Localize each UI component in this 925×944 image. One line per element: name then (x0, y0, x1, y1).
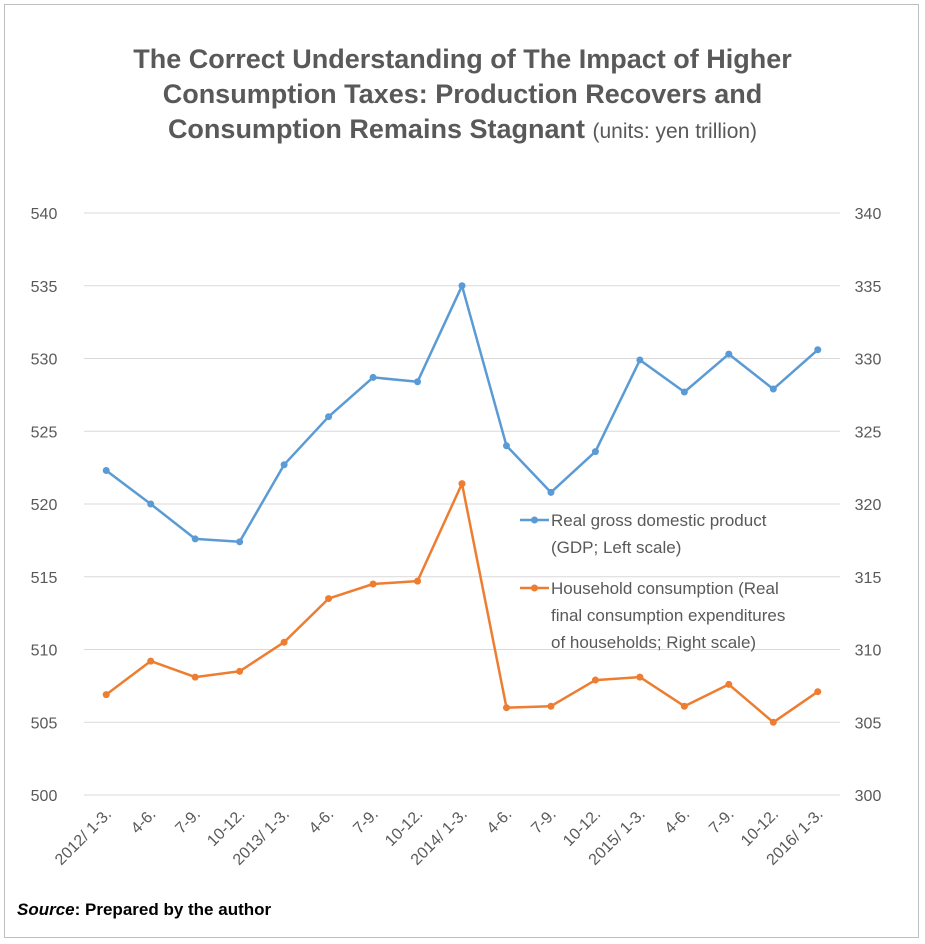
left-tick-label: 500 (31, 788, 58, 805)
right-tick-label: 335 (855, 279, 882, 296)
legend-label-line: Real gross domestic product (551, 511, 767, 530)
x-tick-label: 10-12. (204, 806, 248, 850)
right-tick-label: 305 (855, 715, 882, 732)
data-point (725, 350, 733, 358)
data-point (369, 580, 377, 588)
data-point (680, 388, 688, 396)
data-point (458, 480, 466, 488)
x-tick-label: 10-12. (738, 806, 782, 850)
left-tick-label: 515 (31, 570, 58, 587)
x-tick-label: 10-12. (382, 806, 426, 850)
series-lines (102, 282, 822, 726)
data-point (280, 638, 288, 646)
data-point (636, 356, 644, 364)
data-point (547, 488, 555, 496)
data-point (280, 461, 288, 469)
chart-frame (4, 4, 919, 938)
data-point (725, 680, 733, 688)
data-point (191, 673, 199, 681)
x-tick-label: 7-9. (528, 806, 560, 838)
x-tick-label: 4-6. (662, 806, 694, 838)
x-tick-label: 10-12. (560, 806, 604, 850)
x-tick-label: 4-6. (128, 806, 160, 838)
data-point (458, 282, 466, 290)
data-point (414, 378, 422, 386)
data-point (591, 676, 599, 684)
right-axis-ticks: 300 305 310 315 320 325 330 335 340 (855, 206, 882, 805)
data-point (769, 718, 777, 726)
left-tick-label: 510 (31, 643, 58, 660)
left-tick-label: 505 (31, 715, 58, 732)
data-point (547, 702, 555, 710)
data-point (102, 467, 110, 475)
x-tick-label: 7-9. (350, 806, 382, 838)
data-point (369, 373, 377, 381)
data-point (102, 691, 110, 699)
data-point (680, 702, 688, 710)
right-tick-label: 330 (855, 352, 882, 369)
data-point (814, 688, 822, 696)
x-tick-label: 7-9. (172, 806, 204, 838)
legend-swatch-marker (531, 584, 538, 592)
data-point (325, 595, 333, 603)
x-tick-label: 2012/ 1-3. (52, 806, 115, 869)
data-point (147, 500, 155, 508)
right-tick-label: 315 (855, 570, 882, 587)
data-point (325, 413, 333, 421)
right-tick-label: 320 (855, 497, 882, 514)
series-1 (102, 282, 822, 546)
right-tick-label: 300 (855, 788, 882, 805)
chart-title: The Correct Understanding of The Impact … (0, 42, 925, 149)
legend-item-1: Real gross domestic product (GDP; Left sc… (520, 511, 767, 557)
left-tick-label: 540 (31, 206, 58, 223)
data-point (591, 448, 599, 456)
title-units: (units: yen trillion) (592, 120, 758, 143)
right-tick-label: 340 (855, 206, 882, 223)
data-point (814, 346, 822, 354)
source-label: Source (17, 900, 75, 919)
source-note: Source: Prepared by the author (17, 900, 271, 920)
left-tick-label: 535 (31, 279, 58, 296)
data-point (236, 667, 244, 675)
title-line-2: Consumption Taxes: Production Recovers a… (162, 79, 763, 109)
data-point (191, 535, 199, 543)
x-tick-label: 7-9. (706, 806, 738, 838)
data-point (502, 704, 510, 712)
right-tick-label: 310 (855, 643, 882, 660)
series-2 (102, 480, 822, 726)
data-point (769, 385, 777, 393)
source-text: : Prepared by the author (74, 900, 272, 919)
x-tick-label: 4-6. (484, 806, 516, 838)
left-axis-ticks: 500 505 510 515 520 525 530 535 540 (31, 206, 58, 805)
left-tick-label: 520 (31, 497, 58, 514)
data-point (236, 538, 244, 546)
x-tick-label: 4-6. (306, 806, 338, 838)
data-point (147, 657, 155, 665)
legend-swatch-marker (531, 516, 538, 524)
legend-label-line: (GDP; Left scale) (551, 538, 681, 557)
legend-label-line: final consumption expenditures (551, 606, 785, 625)
title-line-1: The Correct Understanding of The Impact … (133, 44, 792, 74)
series-line (105, 284, 819, 544)
left-tick-label: 525 (31, 424, 58, 441)
legend-item-2: Household consumption (Real final consump… (520, 579, 785, 652)
legend: Real gross domestic product (GDP; Left sc… (520, 511, 785, 652)
legend-label-line: of households; Right scale) (551, 633, 756, 652)
data-point (636, 673, 644, 681)
right-tick-label: 325 (855, 424, 882, 441)
title-line-3: Consumption Remains Stagnant (units: yen… (0, 112, 925, 149)
x-axis-tick-labels: 2012/ 1-3. 4-6. 7-9. 10-12.2013/ 1-3. 4-6. 7-… (52, 806, 827, 869)
title-line-3-text: Consumption Remains Stagnant (167, 114, 585, 144)
legend-label-line: Household consumption (Real (551, 579, 779, 598)
data-point (414, 577, 422, 585)
data-point (502, 442, 510, 450)
left-tick-label: 530 (31, 352, 58, 369)
